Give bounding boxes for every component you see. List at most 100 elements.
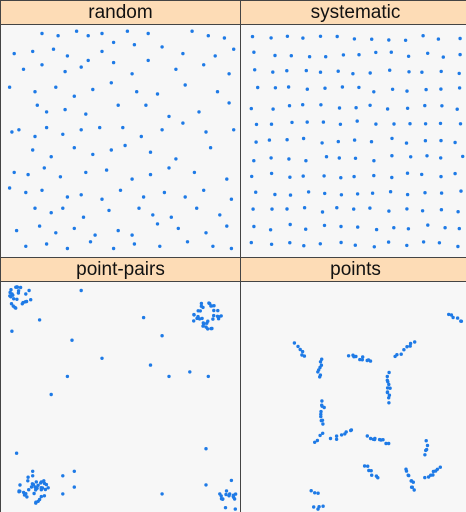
data-point — [270, 207, 274, 211]
data-point — [353, 243, 357, 247]
data-point — [34, 488, 38, 492]
data-point — [408, 122, 412, 126]
data-point — [288, 193, 293, 197]
data-point — [252, 159, 256, 163]
data-point — [72, 469, 77, 473]
data-point — [304, 68, 308, 73]
data-point — [269, 242, 274, 246]
data-point — [318, 373, 323, 377]
data-point — [408, 341, 413, 346]
data-point — [384, 441, 388, 446]
plot-area-point-pairs — [1, 282, 240, 512]
data-point — [437, 241, 442, 245]
data-point — [335, 206, 339, 210]
data-point — [155, 222, 160, 226]
data-point — [7, 85, 12, 89]
plot-area-random — [1, 25, 240, 257]
data-point — [116, 103, 120, 107]
data-point — [288, 222, 292, 227]
data-point — [65, 374, 70, 379]
data-point — [100, 356, 104, 360]
data-point — [309, 489, 313, 493]
data-point — [195, 206, 199, 210]
data-point — [72, 226, 77, 231]
data-point — [231, 494, 235, 499]
data-point — [70, 338, 74, 342]
data-point — [339, 240, 343, 245]
data-point — [167, 114, 171, 119]
data-point — [206, 319, 210, 323]
data-point — [289, 54, 293, 58]
data-point — [42, 479, 46, 483]
data-point — [232, 47, 236, 51]
data-point — [387, 396, 391, 400]
data-point — [39, 486, 43, 490]
data-point — [192, 319, 196, 323]
data-point — [252, 50, 256, 54]
data-point — [340, 85, 345, 89]
data-point — [301, 36, 305, 40]
data-point — [233, 492, 238, 496]
data-point — [9, 302, 14, 306]
data-point — [306, 190, 311, 194]
data-point — [424, 447, 429, 452]
data-point — [44, 125, 49, 130]
data-point — [16, 289, 21, 293]
data-point — [449, 313, 454, 317]
data-point — [285, 138, 289, 142]
data-point — [298, 347, 302, 352]
data-point — [302, 206, 307, 210]
data-point — [158, 244, 162, 248]
data-point — [339, 193, 344, 197]
data-point — [424, 87, 428, 92]
data-point — [107, 208, 111, 213]
data-point — [93, 233, 97, 237]
data-point — [438, 121, 443, 126]
data-point — [387, 393, 392, 397]
data-point — [29, 298, 33, 302]
data-point — [368, 103, 372, 108]
data-point — [211, 244, 215, 248]
data-point — [160, 492, 164, 496]
data-point — [183, 195, 187, 199]
data-point — [439, 69, 443, 74]
data-point — [20, 302, 24, 306]
data-point — [130, 72, 134, 76]
strip-label-point-pairs: point-pairs — [1, 258, 240, 282]
data-point — [37, 224, 42, 228]
data-point — [372, 159, 376, 163]
data-point — [385, 378, 389, 382]
data-point — [40, 188, 44, 192]
data-point — [388, 386, 392, 390]
data-point — [447, 312, 451, 317]
data-point — [14, 228, 19, 233]
data-point — [339, 433, 344, 437]
data-point — [388, 68, 392, 72]
data-point — [385, 107, 390, 111]
data-point — [319, 412, 323, 416]
data-point — [10, 329, 14, 333]
data-point — [323, 191, 327, 196]
data-point — [208, 301, 212, 306]
data-point — [318, 242, 322, 246]
data-point — [91, 87, 95, 92]
data-point — [118, 188, 123, 192]
data-point — [14, 451, 19, 455]
data-point — [423, 191, 427, 195]
data-point — [37, 318, 42, 322]
data-point — [271, 70, 275, 74]
data-point — [79, 128, 83, 132]
data-point — [146, 58, 150, 63]
data-point — [31, 49, 35, 54]
data-point — [216, 308, 220, 313]
data-point — [457, 71, 461, 76]
data-point — [387, 441, 391, 446]
data-point — [405, 345, 409, 349]
data-point — [269, 36, 273, 40]
data-point — [224, 489, 229, 493]
data-point — [254, 140, 258, 144]
data-point — [225, 177, 229, 181]
data-point — [221, 497, 225, 501]
data-point — [268, 228, 273, 232]
data-point — [12, 297, 16, 301]
